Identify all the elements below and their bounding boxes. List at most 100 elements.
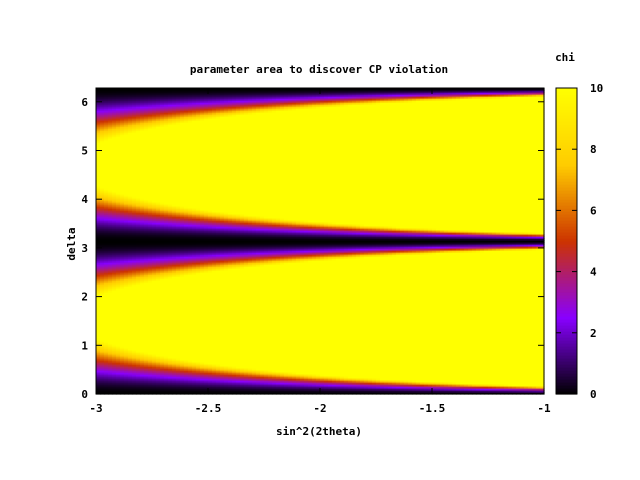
- heatmap-cell: [104, 174, 109, 177]
- heatmap-cell: [188, 136, 193, 139]
- heatmap-cell: [176, 306, 181, 309]
- heatmap-cell: [104, 110, 109, 113]
- heatmap-cell: [208, 160, 213, 163]
- heatmap-cell: [192, 386, 197, 389]
- heatmap-cell: [100, 220, 105, 223]
- heatmap-cell: [152, 224, 157, 227]
- heatmap-cell: [204, 94, 209, 97]
- heatmap-cell: [196, 210, 201, 213]
- heatmap-cell: [128, 294, 133, 297]
- heatmap-cell: [180, 374, 185, 377]
- heatmap-cell: [216, 186, 221, 189]
- heatmap-cell: [96, 174, 101, 177]
- heatmap-cell: [184, 182, 189, 185]
- heatmap-cell: [144, 138, 149, 141]
- heatmap-cell: [120, 112, 125, 115]
- heatmap-cell: [96, 108, 101, 111]
- heatmap-cell: [156, 276, 161, 279]
- heatmap-cell: [96, 338, 101, 341]
- heatmap-cell: [128, 182, 133, 185]
- heatmap-cell: [144, 262, 149, 265]
- heatmap-cell: [128, 160, 133, 163]
- heatmap-cell: [220, 320, 225, 323]
- heatmap-cell: [172, 298, 177, 301]
- heatmap-cell: [172, 196, 177, 199]
- heatmap-cell: [96, 358, 101, 361]
- heatmap-cell: [112, 376, 117, 379]
- heatmap-cell: [156, 300, 161, 303]
- heatmap-cell: [224, 348, 229, 351]
- heatmap-cell: [128, 378, 133, 381]
- heatmap-cell: [192, 364, 197, 367]
- heatmap-cell: [128, 372, 133, 375]
- heatmap-cell: [208, 264, 213, 267]
- heatmap-cell: [192, 168, 197, 171]
- heatmap-cell: [176, 146, 181, 149]
- heatmap-cell: [216, 162, 221, 165]
- heatmap-cell: [200, 94, 205, 97]
- heatmap-cell: [208, 302, 213, 305]
- heatmap-cell: [152, 382, 157, 385]
- heatmap-cell: [148, 172, 153, 175]
- heatmap-cell: [208, 246, 213, 249]
- heatmap-cell: [152, 242, 157, 245]
- heatmap-cell: [128, 150, 133, 153]
- heatmap-cell: [224, 248, 229, 251]
- heatmap-cell: [200, 380, 205, 383]
- heatmap-cell: [104, 198, 109, 201]
- heatmap-cell: [200, 242, 205, 245]
- heatmap-cell: [152, 120, 157, 123]
- heatmap-cell: [104, 156, 109, 159]
- heatmap-cell: [216, 200, 221, 203]
- heatmap-cell: [100, 102, 105, 105]
- heatmap-cell: [116, 232, 121, 235]
- heatmap-cell: [156, 90, 161, 93]
- heatmap-cell: [200, 162, 205, 165]
- heatmap-cell: [168, 388, 173, 391]
- heatmap-cell: [192, 104, 197, 107]
- heatmap-cell: [120, 88, 125, 91]
- heatmap-cell: [212, 102, 217, 105]
- heatmap-cell: [128, 262, 133, 265]
- heatmap-cell: [152, 222, 157, 225]
- heatmap-cell: [208, 348, 213, 351]
- heatmap-cell: [220, 304, 225, 307]
- heatmap-cell: [212, 222, 217, 225]
- heatmap-cell: [200, 212, 205, 215]
- heatmap-cell: [136, 136, 141, 139]
- heatmap-cell: [104, 252, 109, 255]
- heatmap-cell: [148, 242, 153, 245]
- heatmap-cell: [112, 320, 117, 323]
- heatmap-cell: [112, 172, 117, 175]
- heatmap-cell: [180, 338, 185, 341]
- heatmap-cell: [112, 126, 117, 129]
- heatmap-cell: [120, 118, 125, 121]
- heatmap-cell: [160, 178, 165, 181]
- heatmap-cell: [140, 144, 145, 147]
- heatmap-cell: [132, 120, 137, 123]
- heatmap-cell: [156, 168, 161, 171]
- heatmap-cell: [136, 164, 141, 167]
- heatmap-cell: [164, 258, 169, 261]
- heatmap-cell: [200, 340, 205, 343]
- heatmap-cell: [216, 220, 221, 223]
- heatmap-cell: [192, 354, 197, 357]
- heatmap-cell: [116, 270, 121, 273]
- heatmap-cell: [184, 242, 189, 245]
- heatmap-cell: [112, 352, 117, 355]
- heatmap-cell: [184, 130, 189, 133]
- heatmap-cell: [208, 266, 213, 269]
- heatmap-cell: [128, 302, 133, 305]
- heatmap-cell: [96, 370, 101, 373]
- heatmap-cell: [152, 262, 157, 265]
- heatmap-cell: [172, 218, 177, 221]
- heatmap-cell: [216, 322, 221, 325]
- heatmap-cell: [208, 340, 213, 343]
- heatmap-cell: [204, 92, 209, 95]
- heatmap-cell: [156, 342, 161, 345]
- heatmap-cell: [156, 162, 161, 165]
- heatmap-cell: [132, 162, 137, 165]
- heatmap-cell: [152, 246, 157, 249]
- heatmap-cell: [200, 268, 205, 271]
- heatmap-cell: [212, 332, 217, 335]
